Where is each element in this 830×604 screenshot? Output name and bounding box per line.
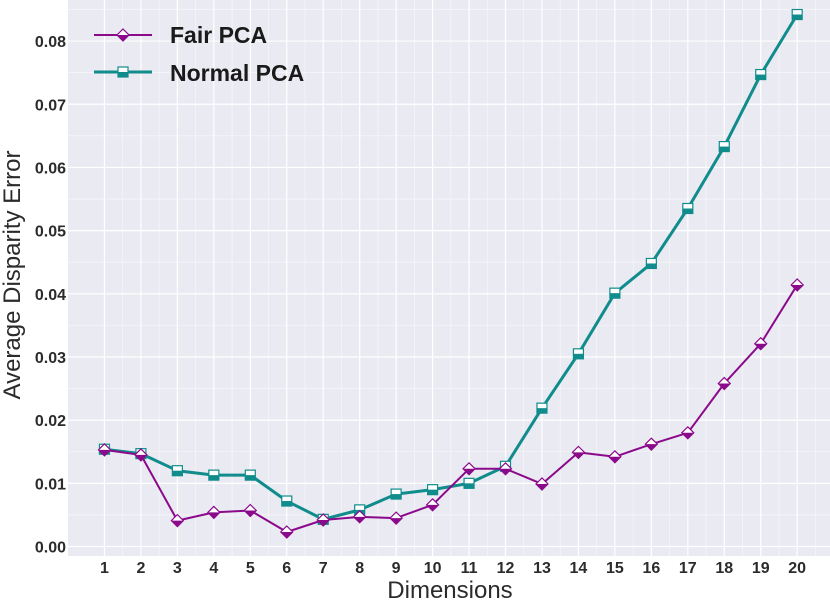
x-tick-label: 13 (533, 560, 551, 577)
data-point-normal-pca (755, 68, 767, 81)
y-tick-label: 0.06 (35, 160, 66, 177)
x-tick-label: 5 (246, 560, 255, 577)
grid (68, 0, 830, 556)
data-point-fair-pca (97, 443, 112, 457)
x-tick-label: 8 (355, 560, 364, 577)
data-point-fair-pca (644, 437, 659, 452)
data-point-normal-pca (463, 477, 475, 489)
y-tick-label: 0.05 (35, 224, 66, 241)
data-point-fair-pca (425, 497, 440, 512)
x-tick-label: 12 (497, 560, 515, 577)
data-point-fair-pca (352, 509, 367, 524)
y-axis-title: Average Disparity Error (0, 151, 26, 400)
x-tick-label: 16 (642, 560, 660, 577)
x-tick-label: 3 (173, 560, 182, 577)
y-tick-label: 0.01 (35, 476, 66, 493)
x-tick-label: 10 (424, 560, 442, 577)
data-point-normal-pca (281, 495, 293, 507)
data-point-fair-pca (790, 278, 805, 292)
data-point-fair-pca (680, 425, 695, 440)
data-point-normal-pca (390, 488, 402, 500)
data-point-fair-pca (316, 513, 331, 527)
y-tick-label: 0.07 (35, 97, 66, 114)
data-point-fair-pca (571, 445, 586, 460)
x-tick-label: 18 (715, 560, 733, 577)
series-fair-pca (97, 278, 805, 539)
data-point-normal-pca (791, 8, 803, 21)
x-tick-label: 6 (282, 560, 291, 577)
data-point-fair-pca (498, 461, 513, 476)
x-tick-label: 1 (100, 560, 109, 577)
data-point-normal-pca (572, 348, 585, 360)
legend-label-normal-pca: Normal PCA (170, 60, 304, 86)
data-point-fair-pca (170, 513, 185, 528)
plot-area (68, 0, 830, 556)
data-point-fair-pca (134, 448, 148, 462)
x-tick-label: 2 (136, 560, 145, 577)
y-tick-label: 0.02 (35, 413, 66, 430)
data-point-fair-pca (753, 336, 768, 351)
y-tick-labels: 0.00 0.01 0.02 0.03 0.04 0.05 0.06 0.07 0.08 (35, 34, 66, 556)
legend-label-fair-pca: Fair PCA (170, 22, 267, 48)
data-point-fair-pca (535, 477, 549, 491)
data-point-fair-pca (243, 503, 258, 518)
x-tick-labels: 1 2 3 4 5 6 7 8 9 10 11 12 13 14 15 16 17 18 19 20 (100, 560, 806, 577)
x-tick-label: 9 (392, 560, 401, 577)
x-tick-label: 15 (606, 560, 624, 577)
x-tick-label: 17 (679, 560, 697, 577)
series (97, 8, 805, 539)
legend: Fair PCA Normal PCA (94, 22, 304, 86)
data-point-fair-pca (279, 525, 294, 539)
x-tick-label: 11 (461, 560, 478, 577)
data-point-fair-pca (389, 511, 403, 525)
y-tick-label: 0.08 (35, 34, 66, 51)
y-tick-label: 0.00 (35, 540, 66, 557)
legend-marker-normal-pca-fill (118, 72, 128, 77)
legend-marker-fair-pca-fill (117, 35, 129, 41)
data-point-normal-pca (208, 469, 220, 481)
data-point-normal-pca (682, 202, 694, 215)
data-point-fair-pca (206, 505, 221, 520)
data-point-normal-pca (609, 287, 621, 299)
data-point-normal-pca (244, 469, 256, 481)
y-tick-label: 0.04 (35, 287, 66, 304)
data-point-fair-pca (717, 376, 732, 391)
x-tick-label: 14 (570, 560, 588, 577)
data-point-fair-pca (608, 449, 622, 464)
data-point-normal-pca (536, 402, 548, 414)
data-point-normal-pca (718, 140, 730, 153)
x-tick-label: 4 (209, 560, 218, 577)
x-tick-label: 7 (319, 560, 328, 577)
x-axis-title: Dimensions (387, 577, 512, 604)
data-point-fair-pca (462, 461, 476, 476)
x-tick-label: 20 (788, 560, 806, 577)
data-point-normal-pca (426, 484, 439, 496)
data-point-normal-pca (171, 465, 183, 477)
x-tick-label: 19 (752, 560, 770, 577)
y-tick-label: 0.03 (35, 350, 66, 367)
data-point-normal-pca (645, 257, 657, 270)
